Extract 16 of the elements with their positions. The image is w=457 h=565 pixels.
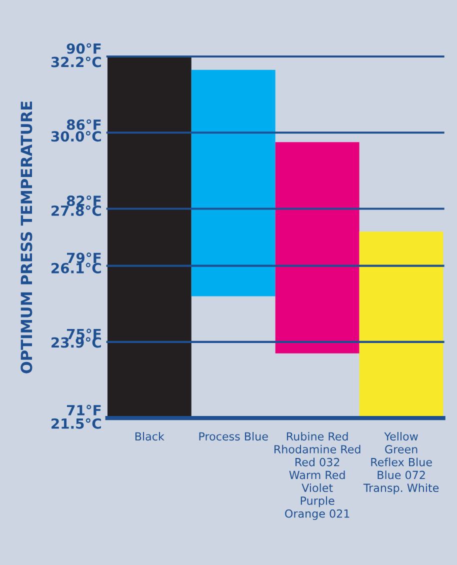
y-tick-label: 71°F	[67, 404, 101, 416]
y-tick-label: 86°F	[66, 119, 101, 130]
y2-tick-label: 23.9°C	[52, 337, 101, 348]
y2-tick-label: 32.2°C	[51, 56, 101, 68]
y2-tick-label: 26.1°C	[52, 262, 101, 274]
y-tick-label: 90°F	[66, 43, 101, 54]
x-tick-label: Process Blue	[199, 432, 268, 441]
y2-tick-label: 27.8°C	[52, 205, 101, 216]
y2-axis-title: OPTIMUM PRESS TEMPERATURE	[20, 102, 32, 374]
x-tick-label: Black	[135, 432, 164, 441]
y2-tick-label: 30.0°C	[51, 130, 101, 142]
y-tick-label: 82°F	[66, 195, 101, 206]
y-tick-label: 79°F	[67, 252, 101, 264]
x-tick-label: Rubine Red Rhodamine Red Red 032 Warm Red Violet Purple Orange 021	[274, 432, 360, 520]
x-tick-label: Yellow Green Reflex Blue Blue 072 Transp. White	[363, 432, 439, 494]
y2-tick-label: 21.5°C	[52, 418, 101, 429]
